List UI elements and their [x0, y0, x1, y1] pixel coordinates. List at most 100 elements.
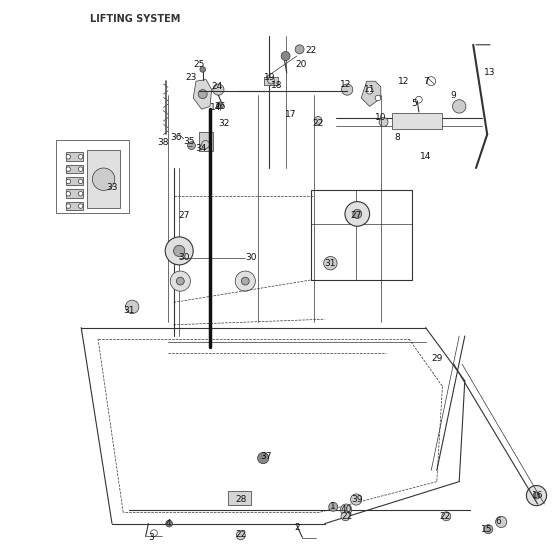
Circle shape — [340, 504, 352, 515]
Circle shape — [295, 45, 304, 54]
Text: 22: 22 — [440, 512, 451, 521]
Bar — [87, 150, 120, 208]
Bar — [228, 491, 251, 505]
Text: 30: 30 — [245, 253, 256, 262]
Text: 9: 9 — [451, 91, 456, 100]
Circle shape — [533, 492, 540, 499]
Circle shape — [258, 452, 269, 464]
Circle shape — [526, 486, 547, 506]
Bar — [66, 177, 83, 185]
Circle shape — [324, 256, 337, 270]
Circle shape — [342, 84, 353, 95]
Text: 25: 25 — [193, 60, 204, 69]
Circle shape — [174, 245, 185, 256]
Text: 17: 17 — [286, 110, 297, 119]
Text: 32: 32 — [218, 119, 230, 128]
Text: 30: 30 — [178, 253, 189, 262]
Bar — [311, 190, 412, 280]
Circle shape — [236, 531, 245, 540]
Circle shape — [213, 84, 224, 95]
Circle shape — [78, 155, 83, 159]
Text: 6: 6 — [496, 517, 501, 526]
Circle shape — [66, 192, 71, 196]
Polygon shape — [361, 81, 381, 106]
Bar — [264, 77, 278, 85]
Text: 16: 16 — [532, 491, 543, 500]
Circle shape — [198, 90, 207, 99]
Text: 31: 31 — [123, 306, 134, 315]
Text: 19: 19 — [264, 73, 276, 82]
Circle shape — [281, 52, 290, 60]
Circle shape — [484, 525, 493, 534]
Circle shape — [366, 87, 373, 94]
Text: 15: 15 — [482, 525, 493, 534]
Bar — [392, 113, 442, 129]
Text: 8: 8 — [395, 133, 400, 142]
Text: 27: 27 — [178, 211, 189, 220]
Text: 22: 22 — [342, 512, 353, 521]
Circle shape — [351, 494, 362, 505]
Circle shape — [314, 116, 322, 124]
Text: 5: 5 — [412, 99, 417, 108]
Circle shape — [78, 204, 83, 208]
Text: 40: 40 — [340, 505, 352, 514]
Circle shape — [496, 516, 507, 528]
Text: 22: 22 — [305, 46, 316, 55]
Text: 22: 22 — [312, 119, 323, 128]
Text: 14: 14 — [420, 152, 431, 161]
Circle shape — [66, 167, 71, 171]
Text: 27: 27 — [351, 211, 362, 220]
Circle shape — [452, 100, 466, 113]
Circle shape — [442, 512, 451, 521]
Circle shape — [66, 179, 71, 184]
Text: 10: 10 — [375, 113, 386, 122]
Text: 12: 12 — [398, 77, 409, 86]
Circle shape — [341, 512, 350, 521]
Text: 3: 3 — [148, 533, 154, 542]
Circle shape — [78, 167, 83, 171]
Bar — [56, 140, 129, 213]
Text: 38: 38 — [158, 138, 169, 147]
Circle shape — [166, 520, 172, 527]
Circle shape — [375, 95, 381, 101]
Text: 31: 31 — [325, 259, 336, 268]
Text: 1: 1 — [330, 502, 336, 511]
Circle shape — [66, 155, 71, 159]
Circle shape — [200, 67, 206, 72]
Text: 20: 20 — [295, 60, 306, 69]
Text: LIFTING SYSTEM: LIFTING SYSTEM — [90, 14, 180, 24]
Text: 34: 34 — [195, 144, 206, 153]
Text: 7: 7 — [423, 77, 428, 86]
Text: 4: 4 — [165, 519, 171, 528]
Circle shape — [125, 300, 139, 314]
Circle shape — [92, 168, 115, 190]
Circle shape — [235, 271, 255, 291]
Text: 35: 35 — [184, 137, 195, 146]
Circle shape — [176, 277, 184, 285]
Circle shape — [241, 277, 249, 285]
Text: 18: 18 — [272, 81, 283, 90]
Circle shape — [217, 102, 223, 109]
Bar — [199, 132, 213, 151]
Circle shape — [345, 202, 370, 226]
Bar — [66, 165, 83, 173]
Text: 23: 23 — [186, 73, 197, 82]
Text: 22: 22 — [235, 530, 246, 539]
Text: 24: 24 — [212, 82, 223, 91]
Text: 37: 37 — [260, 452, 272, 461]
Text: 14: 14 — [210, 103, 221, 112]
Circle shape — [165, 237, 193, 265]
Text: 28: 28 — [235, 495, 246, 504]
Circle shape — [379, 118, 388, 127]
Circle shape — [188, 142, 195, 150]
Bar — [66, 202, 83, 210]
Text: 39: 39 — [351, 495, 362, 504]
Circle shape — [329, 502, 338, 511]
Text: 26: 26 — [214, 102, 226, 111]
Polygon shape — [193, 80, 212, 109]
Text: 29: 29 — [431, 354, 442, 363]
Circle shape — [353, 209, 362, 218]
Text: 11: 11 — [364, 85, 375, 94]
Circle shape — [66, 204, 71, 208]
Text: 33: 33 — [106, 183, 118, 192]
